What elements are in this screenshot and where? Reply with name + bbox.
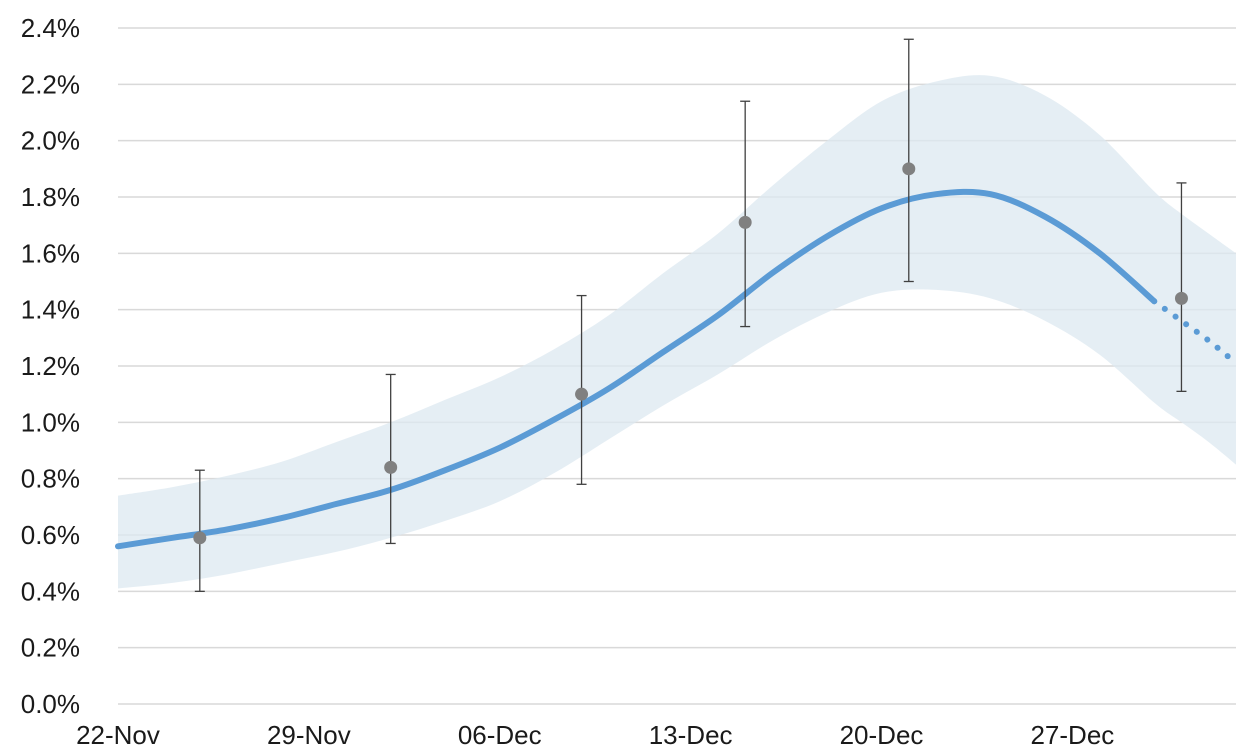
x-axis: 22-Nov 29-Nov 06-Dec 13-Dec 20-Dec 27-Dec <box>76 720 1114 750</box>
y-tick-label: 2.4% <box>21 13 80 43</box>
x-tick-label: 27-Dec <box>1030 720 1114 750</box>
y-tick-label: 1.0% <box>21 407 80 437</box>
error-bar <box>1176 182 1187 393</box>
y-tick-label: 0.6% <box>21 520 80 550</box>
x-tick-label: 13-Dec <box>649 720 733 750</box>
point-estimates <box>193 162 1188 545</box>
y-tick-label: 1.6% <box>21 238 80 268</box>
projection-line <box>1151 298 1236 367</box>
y-tick-label: 0.2% <box>21 633 80 663</box>
data-point <box>575 387 589 401</box>
y-tick-label: 1.2% <box>21 351 80 381</box>
y-tick-label: 0.8% <box>21 464 80 494</box>
data-point <box>1174 291 1188 305</box>
confidence-band <box>118 75 1236 589</box>
x-tick-label: 06-Dec <box>458 720 542 750</box>
modelled-estimate-line <box>115 188 1158 550</box>
y-tick-label: 0.0% <box>21 689 80 719</box>
y-tick-label: 0.4% <box>21 576 80 606</box>
data-point <box>738 215 752 229</box>
error-bar <box>903 38 914 283</box>
data-point <box>384 460 398 474</box>
y-tick-label: 2.2% <box>21 69 80 99</box>
x-tick-label: 20-Dec <box>840 720 924 750</box>
error-bar <box>194 469 205 592</box>
confidence-band-area <box>118 75 1236 589</box>
y-tick-label: 2.0% <box>21 126 80 156</box>
trend-lines <box>115 188 1236 550</box>
error-bar <box>740 100 751 328</box>
x-tick-label: 22-Nov <box>76 720 160 750</box>
y-tick-label: 1.4% <box>21 295 80 325</box>
error-bar <box>385 373 396 545</box>
data-point <box>902 162 916 176</box>
x-tick-label: 29-Nov <box>267 720 351 750</box>
y-tick-label: 1.8% <box>21 182 80 212</box>
error-bars <box>194 38 1187 592</box>
y-axis: 0.0% 0.2% 0.4% 0.6% 0.8% 1.0% 1.2% 1.4% 1.6% 1.8%… <box>21 13 80 719</box>
data-point <box>193 531 207 545</box>
